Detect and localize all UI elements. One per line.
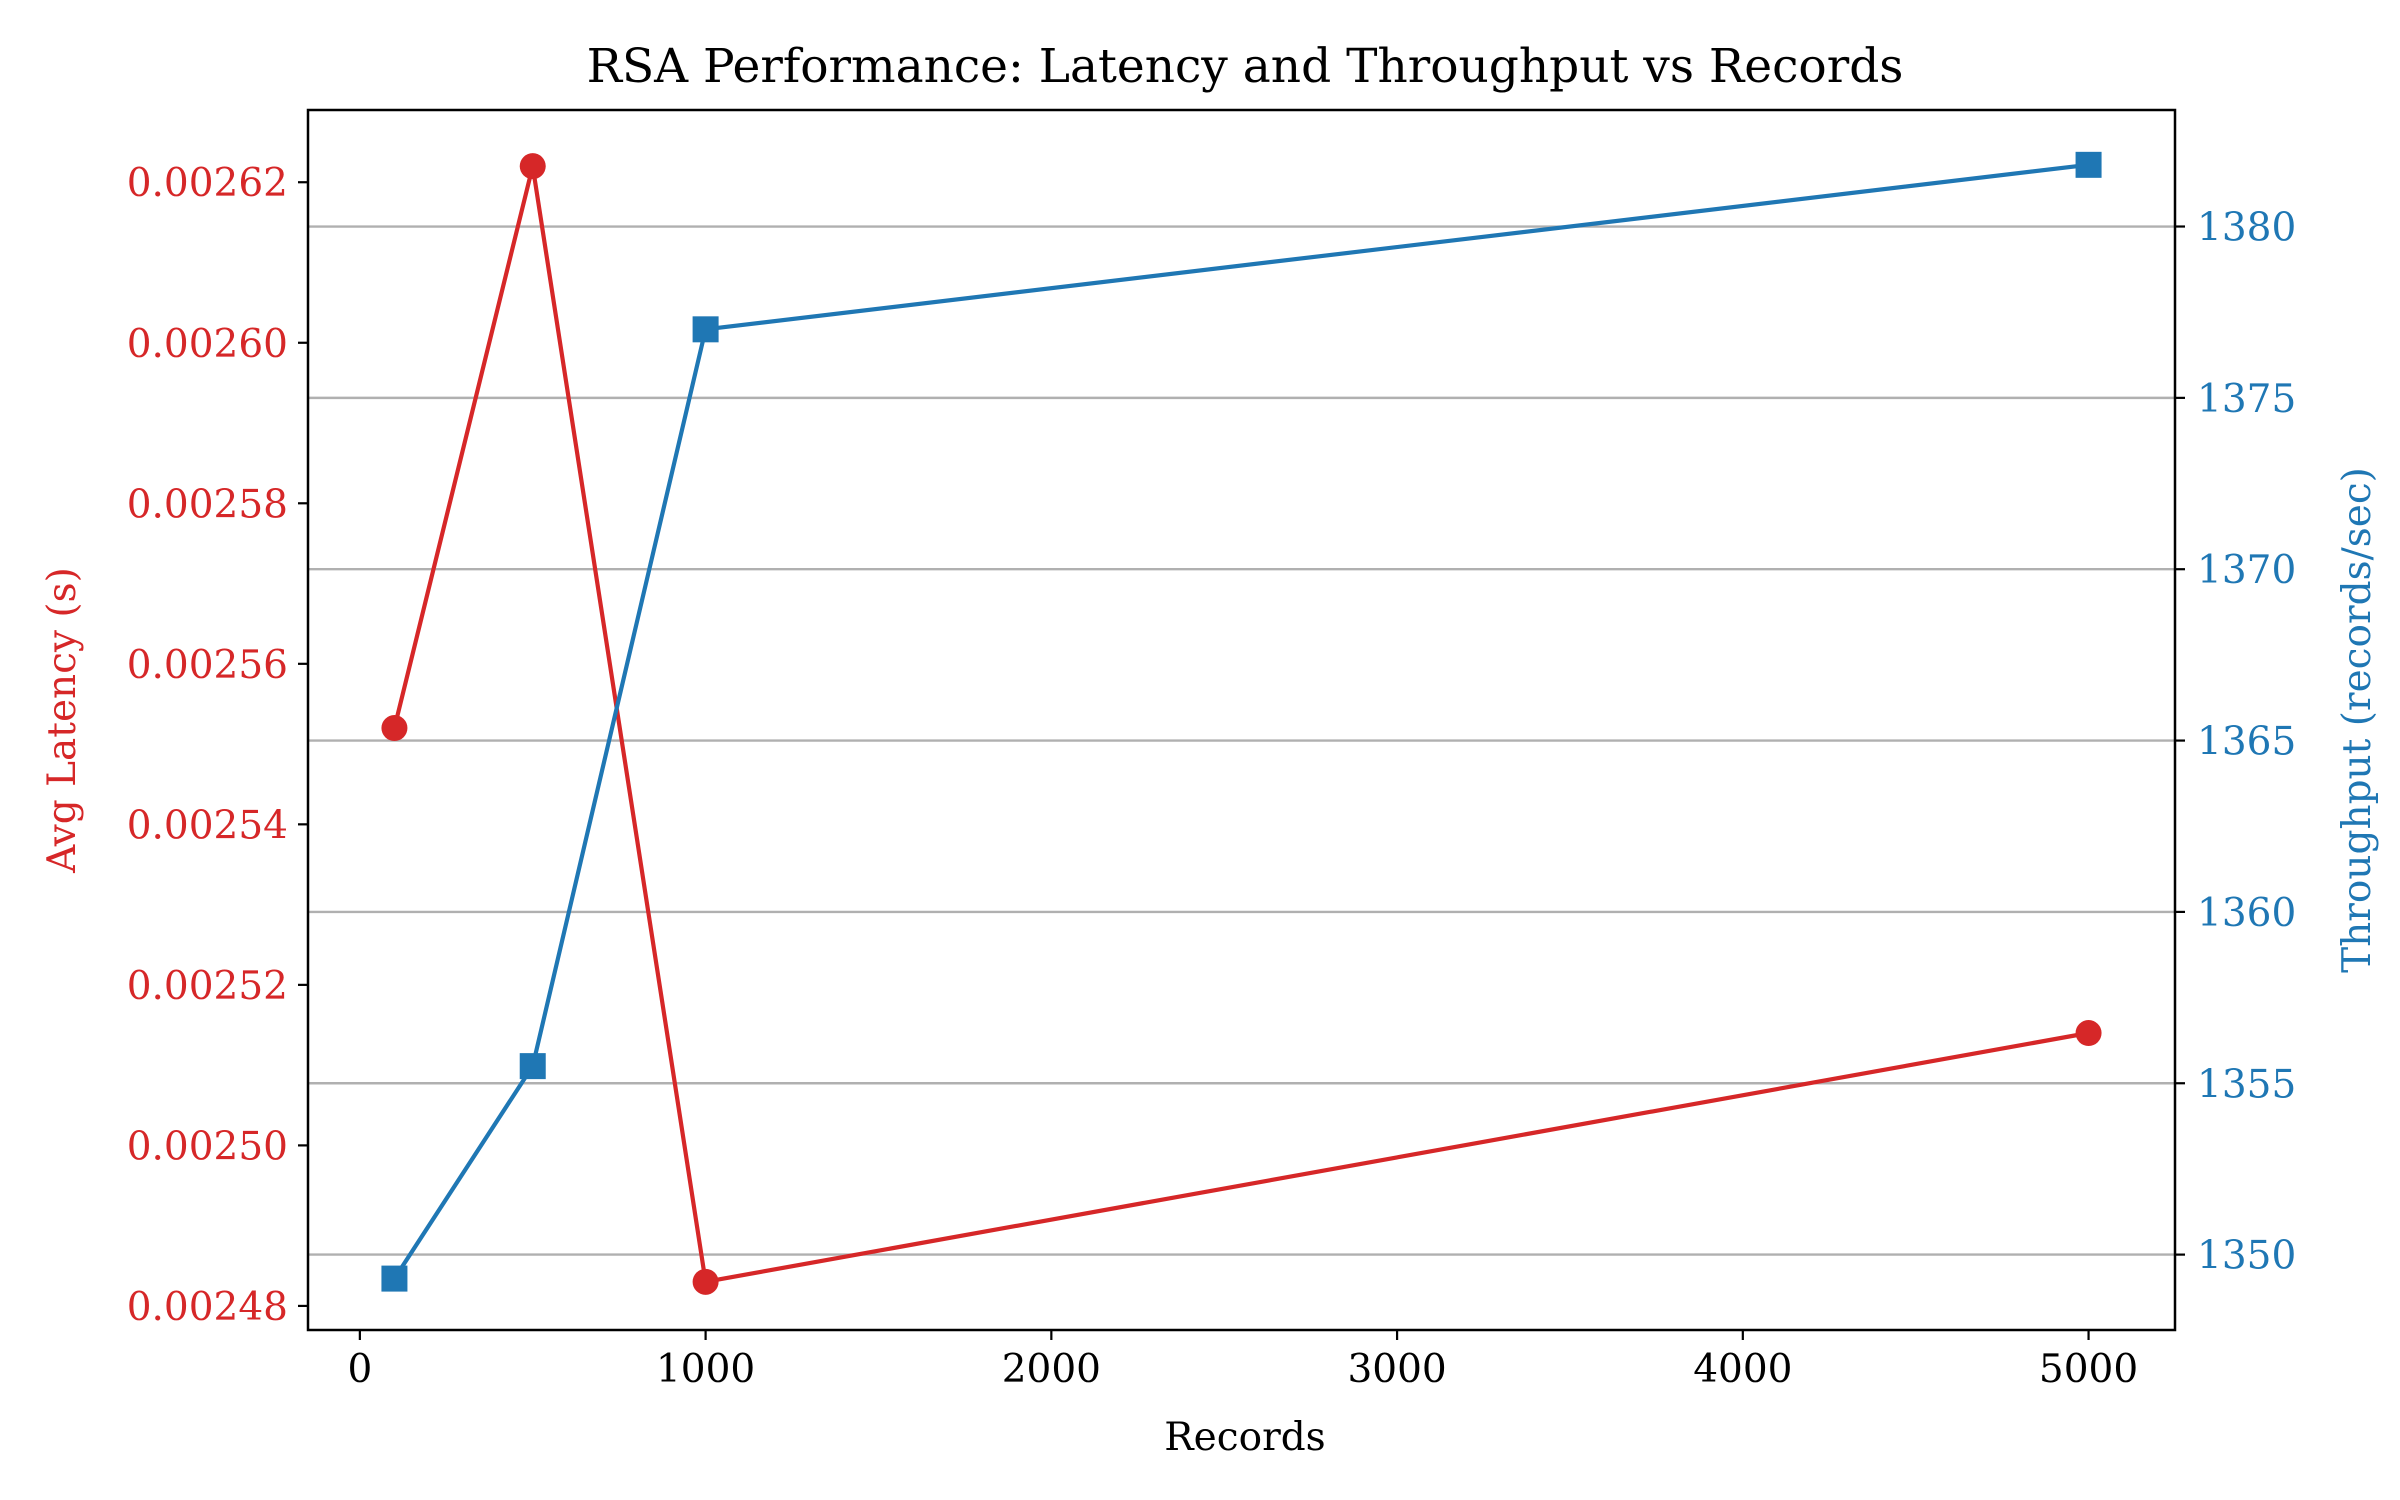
y-axis-left-label: Avg Latency (s) — [40, 567, 85, 874]
series-line — [392, 162, 2089, 1280]
x-tick-label: 3000 — [1347, 1347, 1446, 1392]
y-left-tick-label: 0.00248 — [127, 1285, 288, 1330]
y-right-tick-label: 1350 — [2197, 1234, 2296, 1279]
y-left-tick-label: 0.00250 — [127, 1124, 288, 1169]
y-left-tick-label: 0.00256 — [127, 643, 288, 688]
plot-frame — [306, 108, 2177, 1332]
gridlines — [308, 225, 2175, 1256]
y-right-tick-label: 1370 — [2197, 548, 2296, 593]
series-right — [381, 151, 2102, 1292]
series-line — [392, 164, 2089, 1284]
data-point — [692, 316, 719, 343]
x-tick-label: 2000 — [1002, 1347, 1101, 1392]
y-left-tick-label: 0.00252 — [127, 964, 288, 1009]
y-left-tick-label: 0.00260 — [127, 322, 288, 367]
y-right-tick-label: 1355 — [2197, 1062, 2296, 1107]
x-tick-label: 4000 — [1693, 1347, 1792, 1392]
data-point — [692, 1268, 719, 1295]
data-point — [2075, 1020, 2102, 1047]
chart-title: RSA Performance: Latency and Throughput … — [587, 39, 1904, 94]
y-left-tick-label: 0.00262 — [127, 161, 288, 206]
data-point — [519, 1053, 546, 1080]
plot-series — [381, 151, 2102, 1295]
data-point — [381, 715, 408, 742]
y-left-tick-label: 0.00254 — [127, 803, 288, 848]
y-right-tick-label: 1380 — [2197, 206, 2296, 251]
y-left-tick-label: 0.00258 — [127, 482, 288, 527]
data-point — [2075, 151, 2102, 178]
y-axis-right-label: Throughput (records/sec) — [2335, 467, 2380, 973]
x-axis: 0 1000 2000 3000 4000 5000 — [347, 1330, 2138, 1392]
x-tick-label: 5000 — [2039, 1347, 2138, 1392]
series-left — [381, 153, 2102, 1295]
x-tick-label: 1000 — [656, 1347, 755, 1392]
y-right-tick-label: 1365 — [2197, 720, 2296, 765]
y-axis-right: 1350 1355 1360 1365 1370 1375 1380 — [2175, 206, 2296, 1279]
y-right-tick-label: 1375 — [2197, 377, 2296, 422]
x-tick-label: 0 — [347, 1347, 372, 1392]
data-point — [381, 1265, 408, 1292]
data-point — [519, 153, 546, 180]
x-axis-label: Records — [1164, 1415, 1325, 1460]
y-axis-left: 0.00248 0.00250 0.00252 0.00254 0.00256 0.002… — [127, 161, 308, 1330]
y-right-tick-label: 1360 — [2197, 891, 2296, 936]
